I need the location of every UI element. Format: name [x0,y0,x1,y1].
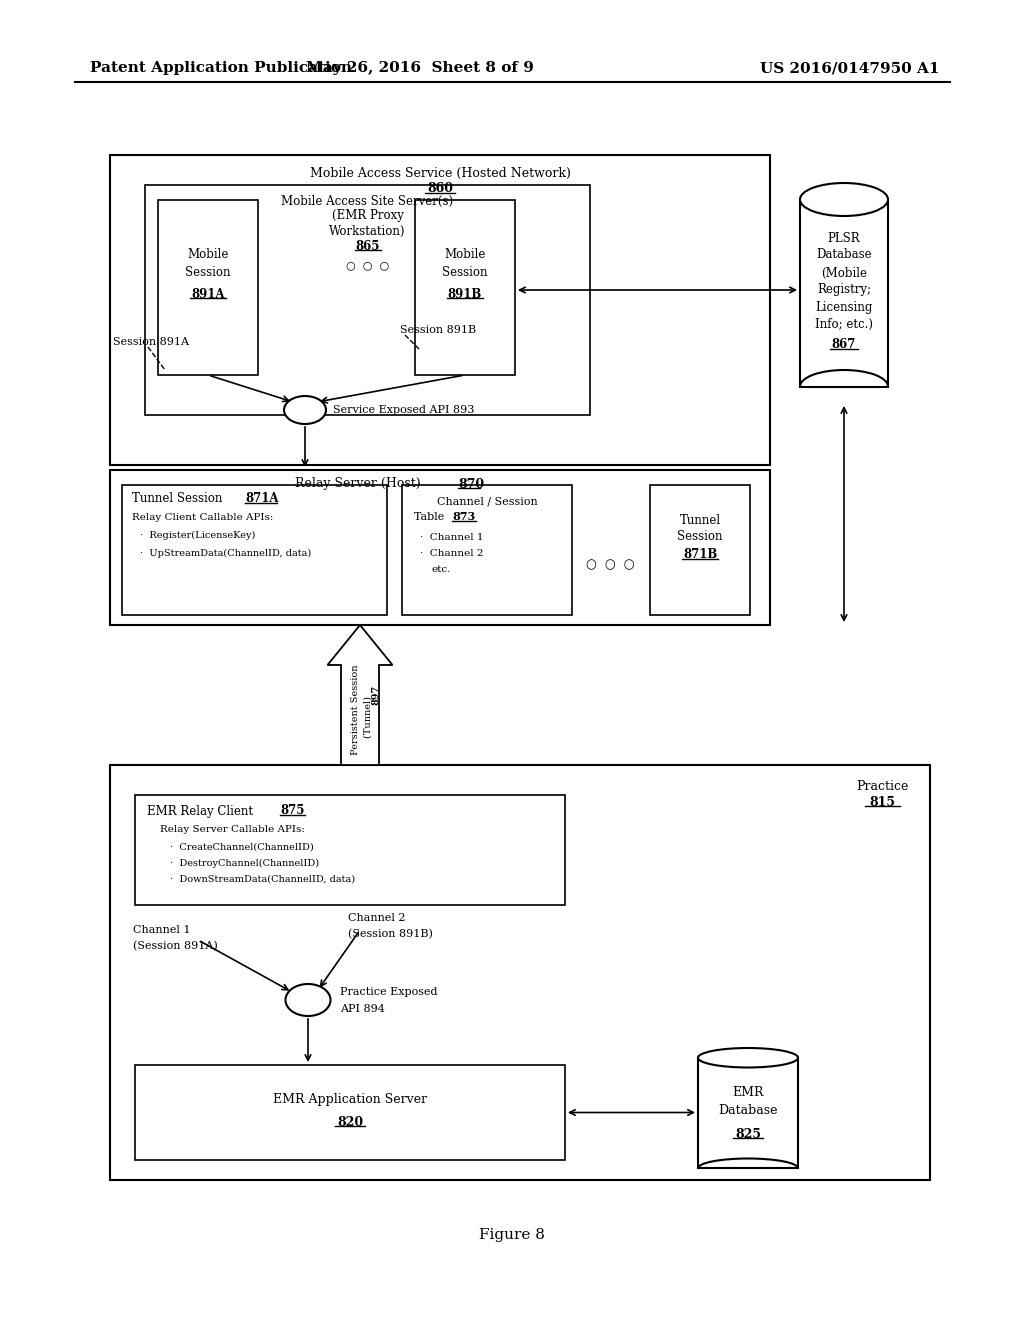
Text: Workstation): Workstation) [330,224,406,238]
Text: (Session 891B): (Session 891B) [348,929,433,939]
Text: Info; etc.): Info; etc.) [815,318,873,330]
Text: Mobile Access Service (Hosted Network): Mobile Access Service (Hosted Network) [309,166,570,180]
Text: 871A: 871A [245,492,279,506]
Text: ·  Channel 1: · Channel 1 [420,532,483,541]
Text: (EMR Proxy: (EMR Proxy [332,210,403,223]
Text: ·  Channel 2: · Channel 2 [420,549,483,557]
Text: Database: Database [816,248,871,261]
Text: 871B: 871B [683,549,717,561]
Text: ○  ○  ○: ○ ○ ○ [346,260,389,271]
Text: (Mobile: (Mobile [821,267,867,280]
Text: Registry;: Registry; [817,284,871,297]
Text: 860: 860 [427,182,453,195]
Bar [650,484,750,615]
Text: ·  Register(LicenseKey): · Register(LicenseKey) [140,531,255,540]
Text: 867: 867 [831,338,856,351]
Text: EMR: EMR [732,1086,764,1100]
Bar [402,484,572,615]
Text: Session: Session [677,531,723,544]
Text: Persistent Session: Persistent Session [351,665,360,755]
Ellipse shape [698,1048,798,1068]
Bar [135,795,565,906]
Bar [698,1057,798,1168]
Text: 865: 865 [355,239,380,252]
Text: Tunnel: Tunnel [680,513,721,527]
Bar [110,766,930,1180]
Text: Patent Application Publication: Patent Application Publication [90,61,352,75]
Text: Channel 1: Channel 1 [133,925,190,935]
Text: Practice Exposed: Practice Exposed [340,987,437,997]
Text: Relay Client Callable APIs:: Relay Client Callable APIs: [132,512,273,521]
Text: May 26, 2016  Sheet 8 of 9: May 26, 2016 Sheet 8 of 9 [306,61,534,75]
Text: EMR Application Server: EMR Application Server [273,1093,427,1106]
Text: 891B: 891B [447,288,482,301]
Text: ·  CreateChannel(ChannelID): · CreateChannel(ChannelID) [170,842,313,851]
Text: 897: 897 [372,685,381,705]
Text: 825: 825 [735,1127,761,1140]
Polygon shape [328,624,392,766]
Text: Practice: Practice [856,780,908,793]
Text: Mobile: Mobile [444,248,485,261]
Text: Session: Session [442,265,487,279]
Text: Mobile Access Site Server(s): Mobile Access Site Server(s) [282,194,454,207]
Text: Channel / Session: Channel / Session [436,496,538,506]
Text: Table: Table [414,512,447,521]
Text: Relay Server Callable APIs:: Relay Server Callable APIs: [160,825,305,833]
Text: Session 891A: Session 891A [113,337,189,347]
Text: etc.: etc. [432,565,452,573]
Text: Database: Database [718,1105,778,1118]
Text: 815: 815 [869,796,895,808]
Text: Service Exposed API 893: Service Exposed API 893 [333,405,474,414]
Bar [122,484,387,615]
Text: 820: 820 [337,1115,364,1129]
Text: ·  DestroyChannel(ChannelID): · DestroyChannel(ChannelID) [170,858,319,867]
Text: PLSR: PLSR [827,231,860,244]
Text: EMR Relay Client: EMR Relay Client [147,804,257,817]
Ellipse shape [800,183,888,216]
Text: 870: 870 [458,478,484,491]
Text: Figure 8: Figure 8 [479,1228,545,1242]
Ellipse shape [284,396,326,424]
Text: 875: 875 [280,804,304,817]
Text: Tunnel Session: Tunnel Session [132,492,226,506]
Text: API 894: API 894 [340,1005,385,1014]
Text: Channel 2: Channel 2 [348,913,406,923]
Text: ·  DownStreamData(ChannelID, data): · DownStreamData(ChannelID, data) [170,874,355,883]
Ellipse shape [286,983,331,1016]
Text: 873: 873 [452,511,475,523]
Text: US 2016/0147950 A1: US 2016/0147950 A1 [761,61,940,75]
Text: 891A: 891A [191,288,224,301]
Text: (Session 891A): (Session 891A) [133,941,218,952]
Text: (Tunnel): (Tunnel) [364,693,373,738]
Text: Mobile: Mobile [187,248,228,261]
Bar [145,185,590,414]
Text: Session: Session [185,265,230,279]
Bar [415,201,515,375]
Bar [800,199,888,387]
Text: Session 891B: Session 891B [400,325,476,335]
Bar [135,1065,565,1160]
Bar [158,201,258,375]
Text: Relay Server (Host): Relay Server (Host) [295,478,425,491]
Bar [110,470,770,624]
Text: Licensing: Licensing [815,301,872,314]
Bar [110,154,770,465]
Text: ○  ○  ○: ○ ○ ○ [586,558,634,572]
Text: ·  UpStreamData(ChannelID, data): · UpStreamData(ChannelID, data) [140,548,311,557]
